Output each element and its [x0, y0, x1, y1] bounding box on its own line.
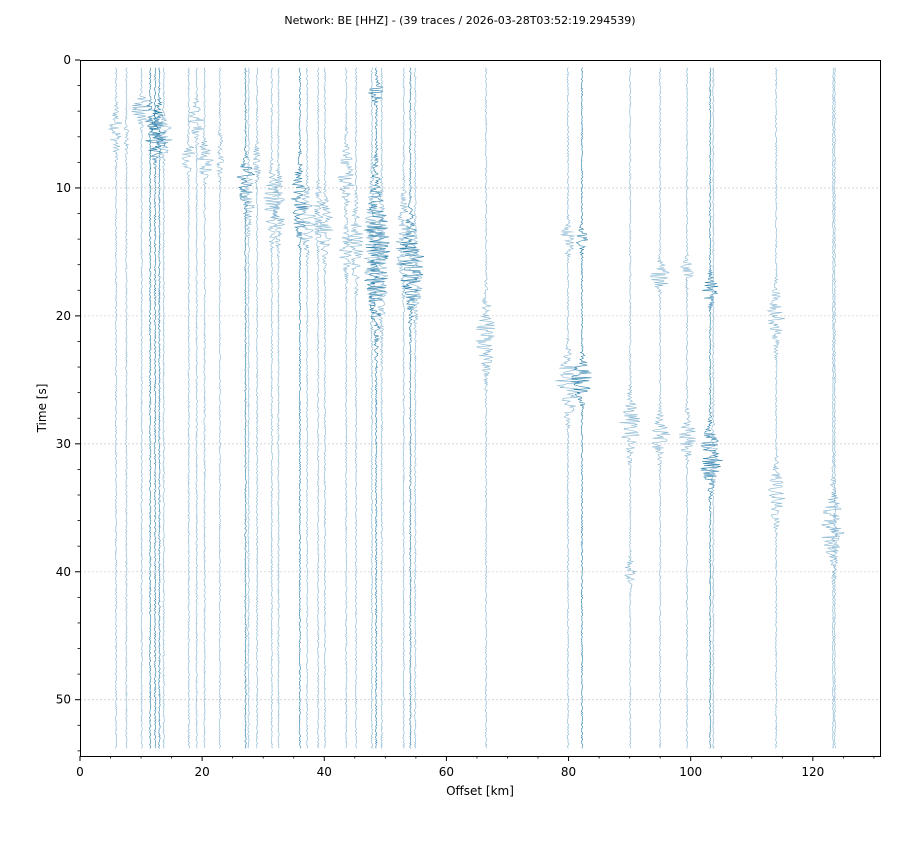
trace-17	[298, 67, 316, 749]
x-tick-label: 20	[194, 765, 209, 779]
trace-35	[708, 67, 719, 749]
trace-16	[291, 67, 309, 749]
trace-19	[316, 67, 334, 749]
trace-32	[650, 67, 671, 749]
trace-37	[821, 67, 845, 749]
x-axis: 0 20 40 60 80 100 120	[76, 756, 875, 779]
trace-26	[396, 67, 425, 749]
trace-13	[252, 67, 262, 749]
chart-title: Network: BE [HHZ] - (39 traces / 2026-03…	[284, 14, 635, 27]
trace-22	[363, 67, 381, 749]
trace-9	[197, 67, 214, 749]
y-tick-label: 0	[63, 53, 71, 67]
x-axis-label: Offset [km]	[446, 784, 514, 798]
trace-38	[123, 67, 130, 749]
traces	[108, 67, 845, 749]
trace-39	[831, 67, 840, 749]
trace-10	[216, 67, 224, 749]
trace-27	[407, 67, 423, 749]
grid-lines	[80, 187, 880, 701]
y-tick-label: 50	[56, 693, 71, 707]
x-tick-label: 80	[561, 765, 576, 779]
y-tick-label: 20	[56, 309, 71, 323]
trace-36	[766, 67, 786, 749]
y-tick-label: 10	[56, 181, 71, 195]
x-tick-label: 100	[679, 765, 702, 779]
trace-28	[475, 67, 496, 749]
y-axis: 0 10 20 30 40 50	[56, 53, 80, 752]
trace-25	[395, 67, 411, 749]
trace-8	[187, 67, 205, 749]
trace-14	[263, 67, 281, 749]
trace-3	[145, 67, 161, 749]
y-tick-label: 30	[56, 437, 71, 451]
trace-21	[348, 67, 364, 749]
trace-24	[374, 67, 389, 749]
trace-18	[313, 67, 324, 749]
y-tick-label: 40	[56, 565, 71, 579]
trace-31	[619, 67, 641, 749]
x-tick-label: 120	[801, 765, 824, 779]
trace-2	[131, 67, 151, 749]
plot-frame	[80, 60, 881, 757]
y-axis-label: Time [s]	[35, 384, 49, 434]
trace-4	[145, 67, 167, 749]
trace-23	[364, 67, 391, 749]
x-tick-label: 60	[439, 765, 454, 779]
trace-11	[237, 67, 256, 749]
x-tick-label: 0	[76, 765, 84, 779]
x-tick-label: 40	[317, 765, 332, 779]
trace-29	[555, 67, 580, 749]
trace-20	[337, 67, 355, 749]
trace-6	[155, 67, 173, 749]
trace-30	[570, 67, 592, 749]
trace-34	[700, 67, 723, 749]
trace-33	[678, 67, 696, 749]
trace-12	[241, 67, 256, 749]
trace-7	[181, 67, 196, 749]
trace-15	[271, 67, 286, 749]
trace-1	[108, 67, 123, 749]
trace-5	[149, 67, 166, 749]
